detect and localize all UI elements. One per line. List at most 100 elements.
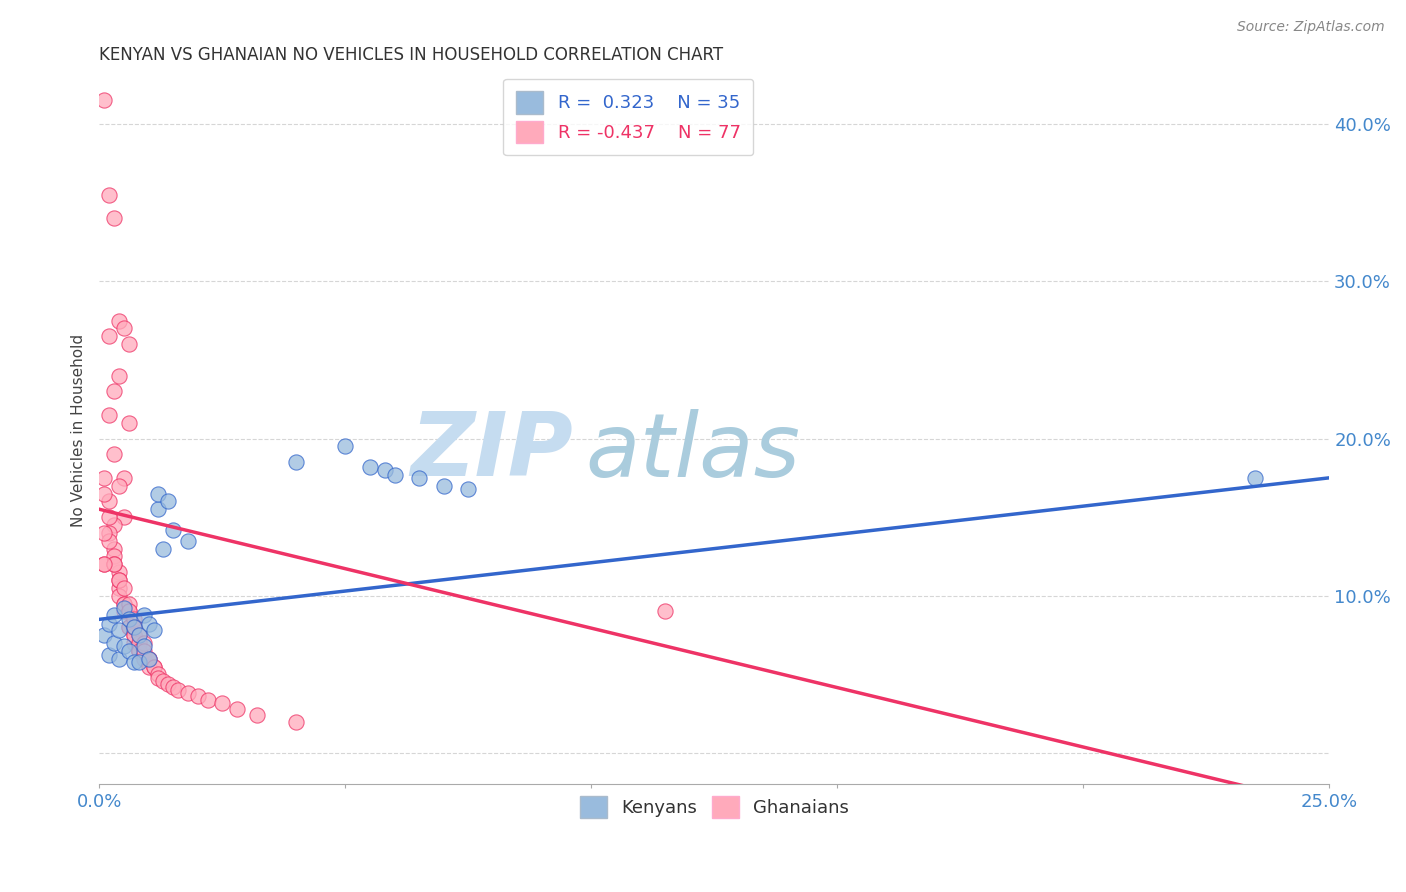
Point [142,624,165,638]
Point [128,636,150,650]
Point [98,408,121,422]
Point [148,486,170,500]
Point [108,478,131,492]
Point [93,471,115,485]
Point [112,581,135,595]
Point [93,486,115,500]
Point [374,463,396,477]
Point [112,321,135,335]
Point [142,659,165,673]
Point [138,659,160,673]
Y-axis label: No Vehicles in Household: No Vehicles in Household [72,334,86,527]
Legend: Kenyans, Ghanaians: Kenyans, Ghanaians [572,789,856,825]
Point [103,384,125,399]
Point [103,636,125,650]
Point [98,494,121,508]
Point [103,447,125,461]
Point [132,651,155,665]
Point [187,690,209,704]
Point [122,628,145,642]
Point [112,510,135,524]
Point [148,667,170,681]
Point [132,639,155,653]
Point [162,680,184,694]
Point [177,533,200,548]
Point [108,573,131,587]
Point [138,651,160,665]
Point [103,211,125,226]
Text: Source: ZipAtlas.com: Source: ZipAtlas.com [1237,20,1385,34]
Point [211,696,233,710]
Point [98,525,121,540]
Point [654,605,676,619]
Point [132,636,155,650]
Point [128,636,150,650]
Point [285,714,308,729]
Point [98,329,121,343]
Point [128,644,150,658]
Point [138,617,160,632]
Point [128,655,150,669]
Point [118,644,141,658]
Point [132,607,155,622]
Point [112,597,135,611]
Point [148,671,170,685]
Point [118,620,141,634]
Text: ZIP: ZIP [411,409,572,495]
Text: KENYAN VS GHANAIAN NO VEHICLES IN HOUSEHOLD CORRELATION CHART: KENYAN VS GHANAIAN NO VEHICLES IN HOUSEH… [100,46,724,64]
Point [112,471,135,485]
Point [122,636,145,650]
Point [118,605,141,619]
Point [108,624,131,638]
Point [157,677,180,691]
Point [118,605,141,619]
Point [197,692,219,706]
Point [112,601,135,615]
Point [157,494,180,508]
Point [112,605,135,619]
Point [122,620,145,634]
Point [98,648,121,663]
Point [108,581,131,595]
Point [118,416,141,430]
Point [93,525,115,540]
Point [122,612,145,626]
Point [152,673,174,688]
Point [457,482,479,496]
Point [167,683,190,698]
Point [128,628,150,642]
Point [93,628,115,642]
Point [108,313,131,327]
Point [103,541,125,556]
Point [108,368,131,383]
Point [138,651,160,665]
Point [335,439,357,453]
Point [138,651,160,665]
Point [128,644,150,658]
Point [285,455,308,469]
Point [118,612,141,626]
Point [93,558,115,572]
Point [98,510,121,524]
Point [103,558,125,572]
Point [108,565,131,579]
Point [118,597,141,611]
Text: atlas: atlas [585,409,800,495]
Point [128,628,150,642]
Point [122,620,145,634]
Point [226,702,249,716]
Point [408,471,430,485]
Point [122,628,145,642]
Point [98,533,121,548]
Point [128,644,150,658]
Point [118,337,141,351]
Point [132,644,155,658]
Point [384,467,406,482]
Point [152,541,174,556]
Point [103,558,125,572]
Point [112,597,135,611]
Point [1244,471,1267,485]
Point [108,573,131,587]
Point [98,617,121,632]
Point [148,502,170,516]
